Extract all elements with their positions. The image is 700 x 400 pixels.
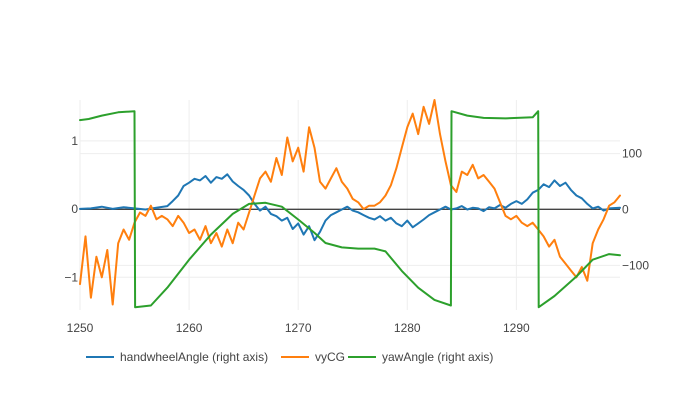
legend-item[interactable]: vyCG	[281, 350, 345, 364]
series-line-vyCG	[79, 99, 621, 306]
y2-axis-ticks: 100 0 −100	[622, 147, 649, 273]
series-line-yawAngle	[79, 110, 621, 309]
x-tick-label: 1250	[67, 321, 94, 335]
x-tick-label: 1270	[285, 321, 312, 335]
legend-label: vyCG	[315, 350, 345, 364]
grid-lines	[79, 100, 620, 310]
x-tick-label: 1260	[176, 321, 203, 335]
y2-tick-label: 100	[622, 147, 642, 161]
y-tick-label: −1	[64, 270, 78, 284]
y-axis-ticks: 1 0 −1	[64, 134, 78, 284]
y-tick-label: 0	[71, 202, 78, 216]
x-tick-label: 1290	[503, 321, 530, 335]
y-tick-label: 1	[71, 134, 78, 148]
legend: handwheelAngle (right axis) vyCG yawAngle …	[86, 350, 493, 364]
legend-item[interactable]: handwheelAngle (right axis)	[86, 350, 268, 364]
legend-label: handwheelAngle (right axis)	[120, 350, 268, 364]
x-axis-ticks: 1250 1260 1270 1280 1290	[67, 321, 530, 335]
series-line-handwheelAngle	[79, 173, 621, 242]
legend-label: yawAngle (right axis)	[382, 350, 493, 364]
y2-tick-label: −100	[622, 258, 649, 272]
y2-tick-label: 0	[622, 202, 629, 216]
legend-item[interactable]: yawAngle (right axis)	[348, 350, 493, 364]
plot-area	[79, 99, 621, 309]
x-tick-label: 1280	[394, 321, 421, 335]
